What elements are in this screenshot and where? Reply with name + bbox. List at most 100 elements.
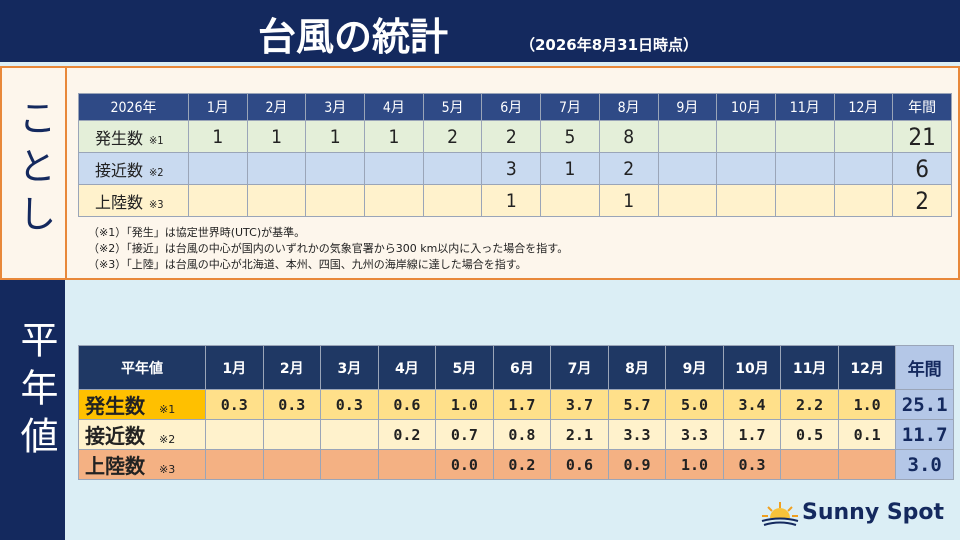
cell [657,152,718,185]
cell: 3 [481,152,542,185]
cell [305,184,366,217]
logo: Sunny Spot [802,500,944,525]
row-note: ※1 [159,403,176,416]
cell [657,184,718,217]
column-header: 11月 [780,345,839,390]
row-label: 上陸数 ※3 [78,184,189,217]
cell: 1.7 [492,389,552,420]
row-label: 発生数 ※1 [78,389,206,420]
cell [833,152,894,185]
data-row: 発生数 ※1 1 1 1 1 2 2 5 8 21 [78,120,952,153]
cell [774,120,835,153]
cell: 1.7 [722,419,782,450]
cell: 5.7 [607,389,667,420]
cell [422,184,483,217]
column-header: 年間 [892,93,952,121]
cell [262,419,322,450]
normal-table: 平年値 1月 2月 3月 4月 5月 6月 7月 8月 9月 10月 11月 12月 年間 発生数 ※1 0.3… [78,345,954,480]
column-header: 9月 [665,345,724,390]
column-header: 7月 [540,93,600,121]
column-header: 1月 [188,93,248,121]
cell: 1 [305,120,366,153]
section-label: 平年値 [14,320,58,464]
cell [246,184,307,217]
column-header: 9月 [657,93,718,121]
row-note: ※3 [149,197,164,211]
column-header: 7月 [550,345,609,390]
cell: 1 [598,184,659,217]
cell: 1 [246,120,307,153]
cell: 0.0 [435,449,494,480]
column-header: 年間 [895,345,954,390]
cell [774,184,835,217]
column-header: 1月 [205,345,264,390]
cell: 5.0 [665,389,724,420]
cell [246,152,307,185]
cell [774,152,835,185]
cell [716,120,776,153]
cell [540,184,600,217]
cell: 0.8 [492,419,552,450]
data-row: 上陸数 ※3 1 1 2 [78,184,952,217]
cell: 5 [540,120,600,153]
cell: 0.6 [377,389,437,420]
column-header: 3月 [320,345,379,390]
cell [780,449,839,480]
cell: 0.2 [492,449,552,480]
cell: 3.7 [550,389,609,420]
cell: 2.1 [550,419,609,450]
note-line: （※2）「接近」は台風の中心が国内のいずれかの気象官署から300 km以内に入っ… [88,242,569,255]
cell: 0.3 [205,389,264,420]
cell: 0.3 [722,449,782,480]
column-header: 3月 [305,93,366,121]
cell: 1 [481,184,542,217]
cell: 2 [481,120,542,153]
cell: 0.5 [780,419,839,450]
cell [320,449,379,480]
cell [422,152,483,185]
cell: 2 [598,152,659,185]
cell [205,419,264,450]
cell: 11.7 [895,419,954,450]
column-header: 10月 [722,345,782,390]
cell: 0.7 [435,419,494,450]
column-header: 2026年 [78,93,189,121]
cell: 2 [892,184,952,217]
cell [833,184,894,217]
cell: 0.3 [262,389,322,420]
cell: 2 [422,120,483,153]
cell [188,152,248,185]
cell: 8 [598,120,659,153]
row-label: 接近数 ※2 [78,152,189,185]
cell [364,184,424,217]
row-label: 発生数 ※1 [78,120,189,153]
this-year-table: 2026年 1月 2月 3月 4月 5月 6月 7月 8月 9月 10月 11月 12月 年間 発生数 ※1 1… [78,93,952,217]
column-header: 11月 [774,93,835,121]
cell: 1 [188,120,248,153]
notes: （※1）「発生」は協定世界時(UTC)が基準。 （※2）「接近」は台風の中心が国内… [88,225,568,273]
title: 台風の統計 [258,15,449,59]
cell: 1.0 [837,389,897,420]
cell: 1.0 [435,389,494,420]
header-bar: 台風の統計 （2026年8月31日時点） [0,0,960,62]
data-row: 接近数 ※2 0.2 0.7 0.8 2.1 3.3 3.3 1.7 0.5 0.1 11.7 [78,419,954,450]
cell [188,184,248,217]
row-note: ※2 [149,165,164,179]
cell [837,449,897,480]
logo-icon [761,502,799,526]
column-header: 5月 [435,345,494,390]
header-row: 平年値 1月 2月 3月 4月 5月 6月 7月 8月 9月 10月 11月 12月 年間 [78,345,954,390]
note-line: （※1）「発生」は協定世界時(UTC)が基準。 [88,226,306,239]
header-row: 2026年 1月 2月 3月 4月 5月 6月 7月 8月 9月 10月 11月 12月 年間 [78,93,952,121]
column-header: 5月 [422,93,483,121]
column-header: 6月 [492,345,552,390]
row-label-text: 上陸数 [95,192,144,212]
column-header: 10月 [716,93,776,121]
column-header: 4月 [377,345,437,390]
cell [833,120,894,153]
cell [716,184,776,217]
data-row: 接近数 ※2 3 1 2 6 [78,152,952,185]
cell: 2.2 [780,389,839,420]
row-note: ※3 [159,463,176,476]
